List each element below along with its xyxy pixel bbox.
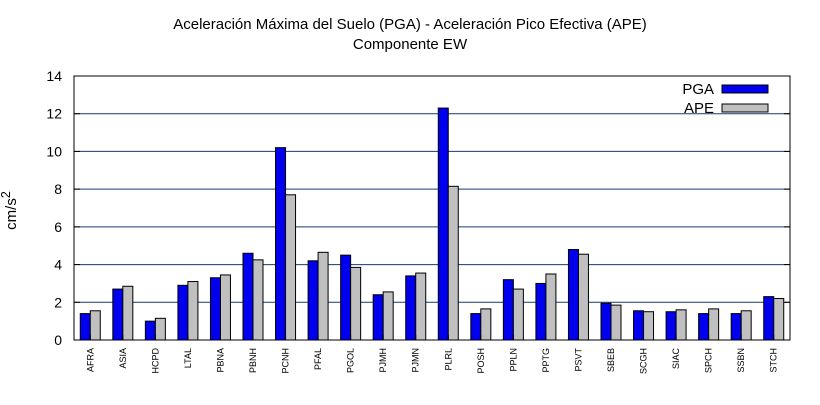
bar-ape-pjmn: [415, 272, 427, 341]
legend-label-ape: APE: [684, 100, 714, 117]
bar-ape-afra: [89, 310, 101, 341]
bar-ape-psvt: [577, 253, 589, 341]
y-axis-label-exponent: 2: [0, 191, 13, 199]
bar-pga-pcnh: [275, 147, 287, 341]
bar-ape-scgh: [643, 311, 655, 341]
bar-ape-ssbn: [740, 310, 752, 341]
bar-ape-pjmh: [382, 291, 394, 341]
chart-subtitle: Componente EW: [352, 36, 468, 53]
x-tick-label-pbnh: PBNH: [248, 348, 258, 373]
bar-pga-spch: [698, 313, 710, 341]
bar-ape-plrl: [447, 185, 459, 341]
bar-pga-ppln: [502, 279, 514, 341]
bar-pga-pptg: [535, 282, 547, 341]
bar-pga-pbnh: [242, 252, 254, 341]
chart-title: Aceleración Máxima del Suelo (PGA) - Ace…: [173, 16, 647, 33]
legend-label-pga: PGA: [682, 81, 714, 98]
y-tick-label-10: 10: [46, 143, 62, 159]
x-tick-label-pfal: PFAL: [313, 348, 323, 370]
bar-ape-ltal: [187, 281, 199, 341]
x-tick-label-spch: SPCH: [704, 348, 714, 373]
x-tick-label-hcpd: HCPD: [150, 348, 160, 374]
x-tick-label-pbna: PBNA: [215, 348, 225, 373]
bar-pga-posh: [470, 313, 482, 341]
bar-ape-asia: [122, 285, 134, 341]
legend-swatch-pga: [721, 84, 769, 94]
x-tick-label-pcnh: PCNH: [281, 348, 291, 374]
bar-ape-pbnh: [252, 259, 264, 341]
bar-pga-ssbn: [730, 313, 742, 341]
bar-ape-stch: [773, 298, 785, 341]
x-tick-label-pjmh: PJMH: [378, 348, 388, 373]
bar-ape-siac: [675, 309, 687, 341]
y-tick-label-14: 14: [46, 68, 62, 84]
x-tick-label-sbeb: SBEB: [606, 348, 616, 372]
bar-pga-asia: [112, 288, 124, 341]
x-tick-label-plrl: PLRL: [443, 348, 453, 371]
bar-ape-spch: [708, 308, 720, 341]
x-tick-label-scgh: SCGH: [639, 348, 649, 374]
bar-pga-hcpd: [144, 320, 156, 341]
x-tick-label-asia: ASIA: [118, 348, 128, 369]
y-tick-label-12: 12: [46, 106, 62, 122]
bar-pga-stch: [763, 296, 775, 341]
bar-pga-pfal: [307, 260, 319, 341]
bar-ape-sbeb: [610, 304, 622, 341]
bar-pga-pgol: [340, 254, 352, 341]
y-tick-label-4: 4: [54, 257, 62, 273]
y-tick-label-2: 2: [54, 294, 62, 310]
x-tick-label-pgol: PGOL: [346, 348, 356, 373]
bar-pga-afra: [79, 313, 91, 341]
x-tick-label-ppln: PPLN: [508, 348, 518, 372]
y-tick-label-6: 6: [54, 219, 62, 235]
bar-ape-posh: [480, 308, 492, 341]
y-tick-label-0: 0: [54, 332, 62, 348]
bar-ape-pptg: [545, 273, 557, 341]
x-tick-label-stch: STCH: [769, 348, 779, 373]
plot-frame: [73, 75, 791, 341]
x-tick-label-pjmn: PJMN: [411, 348, 421, 373]
x-tick-label-afra: AFRA: [85, 348, 95, 372]
y-tick-label-8: 8: [54, 181, 62, 197]
bar-ape-pgol: [350, 266, 362, 341]
bar-ape-pfal: [317, 251, 329, 341]
bar-pga-siac: [665, 311, 677, 341]
x-tick-label-posh: POSH: [476, 348, 486, 374]
bar-pga-pjmh: [372, 294, 384, 341]
bar-pga-sbeb: [600, 302, 612, 341]
bar-pga-plrl: [437, 107, 449, 341]
x-tick-label-ssbn: SSBN: [736, 348, 746, 373]
bar-ape-pbna: [219, 274, 231, 341]
x-tick-label-ltal: LTAL: [183, 348, 193, 368]
bar-ape-ppln: [512, 288, 524, 341]
bar-ape-pcnh: [285, 194, 297, 341]
x-tick-label-pptg: PPTG: [541, 348, 551, 373]
legend-swatch-ape: [721, 103, 769, 113]
bar-ape-hcpd: [154, 317, 166, 341]
x-tick-label-siac: SIAC: [671, 348, 681, 370]
x-tick-label-psvt: PSVT: [573, 348, 583, 372]
bar-pga-psvt: [567, 248, 579, 341]
bar-pga-pbna: [209, 277, 221, 341]
y-axis-label: cm/s2: [0, 191, 20, 230]
bar-pga-scgh: [633, 310, 645, 341]
bar-pga-ltal: [177, 284, 189, 341]
y-axis-label-unit: cm/s: [2, 198, 20, 230]
bar-pga-pjmn: [405, 275, 417, 341]
